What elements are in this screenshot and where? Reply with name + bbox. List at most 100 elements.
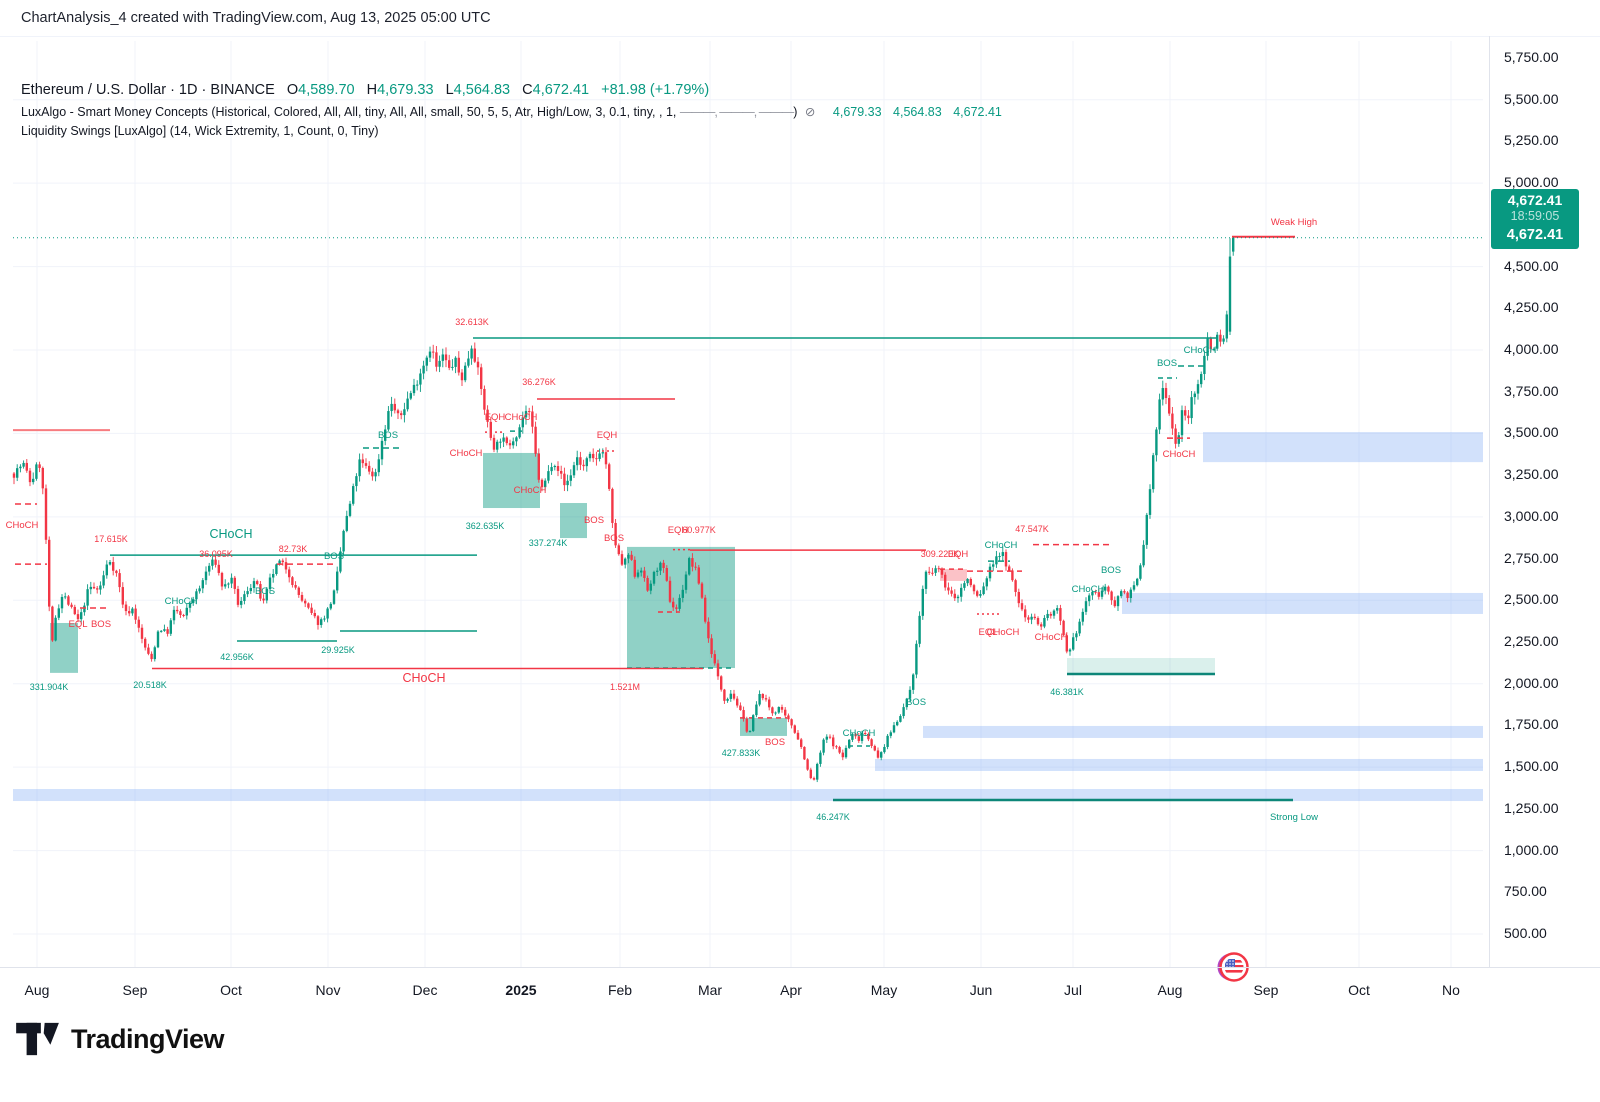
legend-smc-indicator-row[interactable]: LuxAlgo - Smart Money Concepts (Historic…: [21, 104, 1002, 119]
smc-label: 29.925K: [321, 645, 355, 655]
ohlc-open-value: 4,589.70: [298, 82, 355, 98]
ohlc-low-value: 4,564.83: [453, 82, 511, 98]
time-tick-label: Dec: [412, 982, 438, 998]
time-tick-label: Nov: [315, 982, 341, 998]
tradingview-logo[interactable]: TradingView: [15, 1020, 225, 1058]
ohlc-high-label: H: [366, 82, 378, 98]
smc-label: 60.977K: [682, 525, 716, 535]
price-tick-label: 500.00: [1504, 925, 1547, 941]
price-tick-label: 5,000.00: [1504, 174, 1559, 191]
order-block: [627, 546, 735, 669]
smc-label: 309.220K: [921, 549, 960, 559]
change-value: +81.98 (+1.79%): [601, 82, 710, 98]
time-tick-label: 2025: [505, 982, 537, 998]
ohlc-open-label: O: [286, 82, 299, 98]
order-block-boxes: [50, 452, 1215, 736]
price-chart-pane[interactable]: CHoCH 17.615K 36.095K 82.73K EQL BOS 32.613K 36…: [0, 37, 1600, 1102]
liquidity-band: [1122, 592, 1483, 614]
smc-style-dashes: ———, ———, ———: [679, 104, 794, 119]
price-tick-label: 1,000.00: [1504, 841, 1559, 858]
ohlc-close-label: C: [522, 82, 533, 98]
tradingview-logo-text: TradingView: [71, 1023, 225, 1054]
liquidity-band: [875, 758, 1483, 771]
smc-label: EQL: [68, 619, 87, 630]
smc-label: 36.276K: [522, 377, 556, 387]
smc-label: 1.521M: [610, 682, 640, 692]
chart-widget: CHoCH 17.615K 36.095K 82.73K EQL BOS 32.613K 36…: [0, 36, 1600, 982]
legend-symbol-row[interactable]: Ethereum / U.S. Dollar · 1D · BINANCE O4…: [21, 83, 1002, 98]
smc-label: CHoCH: [165, 596, 198, 607]
indicator-price-value: 4,672.41: [1506, 226, 1564, 243]
smc-params-close: ): [793, 104, 798, 119]
price-tick-label: 5,250.00: [1504, 132, 1559, 149]
smc-label: BOS: [324, 551, 344, 562]
smc-labels: CHoCH 17.615K 36.095K 82.73K EQL BOS 32.613K 36…: [6, 217, 1319, 823]
time-tick-label: Oct: [1348, 982, 1370, 998]
smc-label: Strong Low: [1270, 812, 1318, 823]
smc-label: 337.274K: [529, 538, 568, 548]
smc-label: 32.613K: [455, 317, 489, 327]
smc-label: 427.833K: [722, 748, 761, 758]
smc-label: 17.615K: [94, 534, 128, 544]
time-scale-axis[interactable]: Aug Sep Oct Nov Dec 2025 Feb Mar Apr May Jun Jul Aug…: [0, 967, 1600, 1016]
time-tick-label: Sep: [122, 982, 148, 998]
liquidity-zone-bands: [13, 432, 1483, 802]
price-tick-label: 1,750.00: [1504, 716, 1559, 733]
smc-label: 47.547K: [1015, 524, 1049, 534]
smc-label: CHoCH: [450, 448, 483, 459]
smc-label: BOS: [906, 697, 926, 708]
time-tick-label: Sep: [1253, 982, 1279, 998]
liquidity-band: [13, 789, 1483, 802]
price-tick-label: 1,250.00: [1504, 799, 1559, 816]
smc-label: EQH: [597, 430, 618, 441]
smc-label: EQL: [978, 627, 997, 638]
price-tick-label: 5,500.00: [1504, 90, 1559, 107]
price-scale-axis[interactable]: 5,750.00 5,500.00 5,250.00 5,000.00 4,500.00…: [1489, 36, 1600, 967]
time-tick-label: Feb: [607, 982, 633, 998]
smc-structure-lines: [13, 235, 1483, 802]
smc-label: CHoCH: [505, 412, 538, 423]
smc-label: CHoCH: [987, 627, 1020, 638]
smc-label: CHoCH: [1035, 632, 1068, 643]
chart-gridlines: [13, 41, 1483, 968]
liquidity-band: [1203, 432, 1483, 463]
time-tick-label: No: [1442, 982, 1460, 998]
candlestick-series: [12, 236, 1235, 783]
time-tick-label: Jul: [1064, 982, 1082, 998]
order-block: [483, 452, 540, 509]
time-tick-label: May: [870, 982, 898, 998]
liquidity-band: [923, 725, 1483, 738]
smc-label: BOS: [91, 619, 111, 630]
smc-indicator-title[interactable]: LuxAlgo - Smart Money Concepts (Historic…: [21, 104, 680, 119]
smc-label: 42.956K: [220, 652, 254, 662]
smc-value-close: 4,672.41: [953, 104, 1002, 119]
smc-label: EQH: [668, 525, 689, 536]
price-tick-label: 2,250.00: [1504, 633, 1559, 649]
legend-liquidity-indicator-row[interactable]: Liquidity Swings [LuxAlgo] (14, Wick Ext…: [21, 125, 1002, 138]
order-block: [1067, 658, 1215, 675]
smc-label: BOS: [378, 430, 398, 441]
smc-label: 46.381K: [1050, 687, 1084, 697]
smc-value-low: 4,564.83: [893, 104, 942, 119]
smc-label: CHoCH: [1163, 449, 1196, 460]
bar-countdown: 18:59:05: [1510, 208, 1560, 223]
smc-label: CHoCH: [985, 540, 1018, 551]
price-tick-label: 2,500.00: [1504, 591, 1559, 608]
smc-label: Weak High: [1271, 217, 1317, 228]
time-tick-label: Aug: [1157, 982, 1183, 998]
smc-label: EQH: [485, 412, 506, 423]
symbol-title[interactable]: Ethereum / U.S. Dollar · 1D · BINANCE: [21, 82, 275, 98]
smc-label: BOS: [1101, 565, 1121, 576]
price-tick-label: 5,750.00: [1504, 49, 1559, 65]
smc-label: BOS: [584, 515, 604, 526]
liquidity-swings-title[interactable]: Liquidity Swings [LuxAlgo] (14, Wick Ext…: [21, 124, 379, 138]
price-tick-label: 1,500.00: [1504, 758, 1559, 775]
price-tick-label: 3,000.00: [1504, 507, 1559, 524]
time-tick-label: Apr: [780, 982, 802, 998]
smc-label: BOS: [765, 737, 785, 748]
smc-label: 20.518K: [133, 680, 167, 690]
price-tick-label: 3,750.00: [1504, 382, 1559, 399]
smc-label: CHoCH: [843, 728, 876, 739]
smc-label: CHoCH: [1072, 584, 1105, 595]
